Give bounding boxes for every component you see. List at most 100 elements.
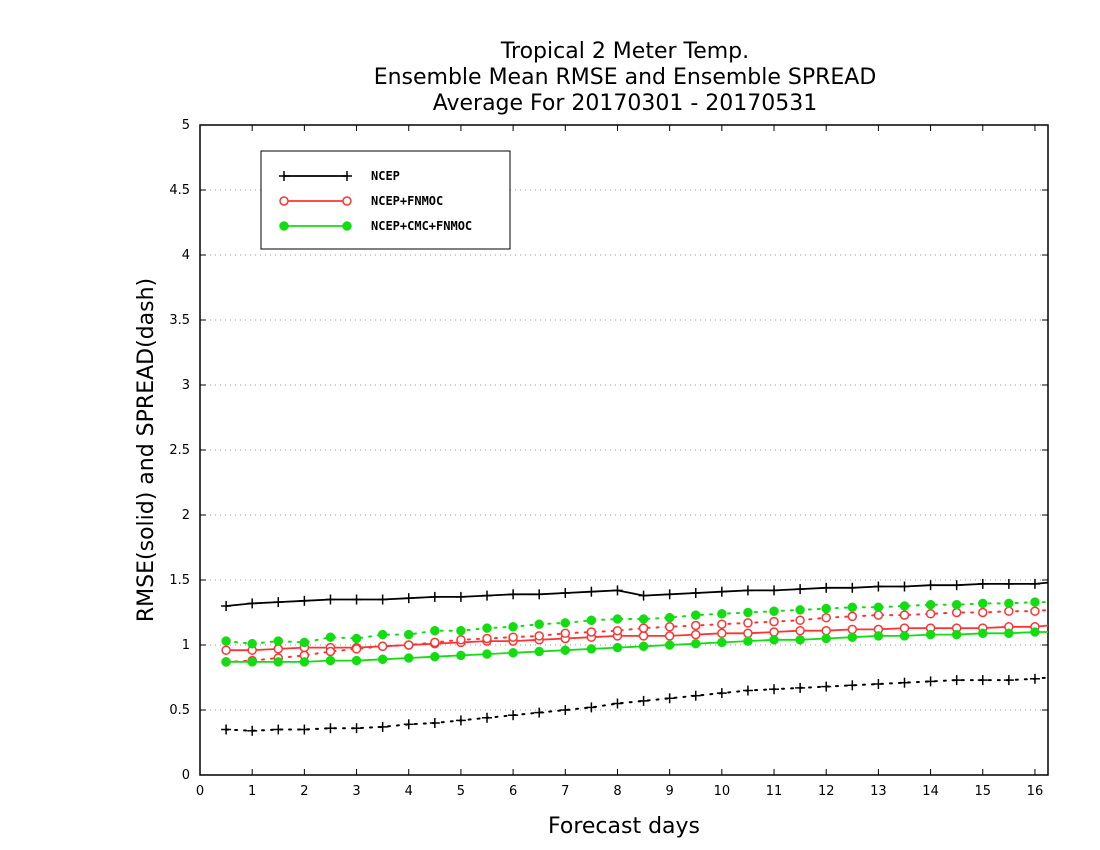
x-tick-label: 6: [509, 784, 517, 799]
spread-point-ncep-cmc-fnmoc: [377, 629, 388, 640]
spread-point-ncep-cmc-fnmoc: [1004, 598, 1014, 609]
spread-point-ncep-fnmoc: [821, 612, 831, 623]
rmse-point-ncep: [221, 601, 232, 611]
rmse-point-ncep: [638, 590, 649, 601]
spread-point-ncep: [769, 684, 780, 695]
y-tick-label: 2: [182, 508, 190, 523]
rmse-point-ncep-cmc-fnmoc: [691, 638, 701, 649]
legend-marker: [342, 221, 352, 231]
chart-title-line-3: Average For 20170301 - 20170531: [433, 91, 818, 116]
rmse-point-ncep: [612, 585, 623, 596]
spread-point-ncep: [742, 685, 753, 696]
rmse-point-ncep-fnmoc: [821, 625, 831, 636]
x-tick-label: 12: [818, 784, 835, 799]
spread-point-ncep-fnmoc: [534, 631, 544, 641]
spread-point-ncep-fnmoc: [925, 609, 936, 619]
spread-point-ncep-cmc-fnmoc: [1030, 597, 1040, 607]
rmse-point-ncep-fnmoc: [847, 624, 858, 635]
rmse-point-ncep-fnmoc: [273, 644, 284, 654]
spread-point-ncep-cmc-fnmoc: [247, 638, 257, 649]
spread-point-ncep-fnmoc: [978, 607, 988, 618]
spread-point-ncep-cmc-fnmoc: [273, 636, 284, 646]
spread-point-ncep-cmc-fnmoc: [769, 606, 779, 616]
spread-point-ncep-cmc-fnmoc: [351, 633, 362, 644]
y-tick-label: 2.5: [169, 443, 190, 458]
spread-point-ncep: [403, 719, 414, 730]
rmse-point-ncep-cmc-fnmoc: [430, 651, 440, 662]
rmse-point-ncep-cmc-fnmoc: [873, 631, 884, 641]
rmse-point-ncep-cmc-fnmoc: [821, 633, 831, 644]
spread-line-ncep-cmc-fnmoc: [225, 601, 1049, 645]
spread-point-ncep-cmc-fnmoc: [508, 622, 518, 632]
series-ncep: [221, 578, 1049, 736]
rmse-point-ncep-fnmoc: [717, 628, 727, 639]
rmse-point-ncep: [899, 581, 910, 592]
spread-point-ncep-fnmoc: [1004, 606, 1014, 616]
rmse-point-ncep-cmc-fnmoc: [534, 646, 544, 657]
spread-point-ncep-fnmoc: [638, 623, 649, 633]
rmse-point-ncep: [273, 597, 284, 608]
rmse-point-ncep: [508, 589, 519, 600]
rmse-point-ncep-fnmoc: [664, 631, 675, 641]
spread-point-ncep-fnmoc: [717, 619, 727, 629]
spread-point-ncep-cmc-fnmoc: [743, 607, 753, 618]
rmse-point-ncep-fnmoc: [638, 631, 649, 641]
spread-point-ncep: [299, 724, 310, 735]
spread-point-ncep: [951, 675, 962, 686]
rmse-point-ncep: [951, 580, 962, 591]
rmse-point-ncep-cmc-fnmoc: [482, 649, 492, 659]
series-layer: [221, 578, 1049, 736]
y-tick-label: 3: [182, 378, 190, 393]
spread-point-ncep-fnmoc: [951, 607, 962, 618]
spread-point-ncep-fnmoc: [325, 646, 336, 657]
spread-point-ncep: [586, 702, 597, 713]
spread-point-ncep-fnmoc: [377, 641, 388, 652]
rmse-point-ncep-cmc-fnmoc: [273, 657, 284, 667]
rmse-point-ncep: [847, 582, 858, 593]
spread-point-ncep-cmc-fnmoc: [873, 602, 884, 613]
rmse-point-ncep: [560, 588, 571, 598]
rmse-point-ncep: [821, 582, 832, 593]
rmse-point-ncep: [795, 584, 806, 595]
x-tick-label: 1: [248, 784, 256, 799]
spread-point-ncep: [508, 710, 519, 721]
y-tick-label: 4.5: [169, 183, 190, 198]
spread-point-ncep-fnmoc: [456, 635, 466, 645]
y-tick-label: 1.5: [169, 573, 190, 588]
spread-point-ncep-cmc-fnmoc: [299, 637, 310, 648]
spread-point-ncep: [534, 707, 545, 718]
spread-point-ncep-fnmoc: [743, 618, 753, 628]
x-tick-label: 0: [196, 784, 204, 799]
legend-item-ncep-fnmoc: NCEP+FNMOC: [279, 194, 443, 208]
x-tick-label: 11: [766, 784, 783, 799]
x-tick-label: 15: [974, 784, 991, 799]
rmse-point-ncep-cmc-fnmoc: [1030, 627, 1040, 637]
chart-title-line-2: Ensemble Mean RMSE and Ensemble SPREAD: [374, 65, 877, 90]
legend: NCEP NCEP+FNMOC NCEP+CMC+FNMOC: [260, 150, 511, 250]
spread-point-ncep: [847, 680, 858, 691]
rmse-point-ncep-cmc-fnmoc: [403, 653, 414, 663]
rmse-point-ncep: [455, 591, 466, 602]
spread-point-ncep-cmc-fnmoc: [430, 625, 440, 636]
x-axis-label: Forecast days: [548, 814, 700, 839]
spread-point-ncep: [247, 725, 258, 736]
spread-point-ncep-cmc-fnmoc: [325, 632, 336, 642]
spread-point-ncep: [351, 723, 362, 734]
spread-point-ncep-cmc-fnmoc: [534, 619, 544, 629]
spread-point-ncep: [1003, 675, 1014, 686]
spread-point-ncep-cmc-fnmoc: [717, 609, 727, 619]
rmse-point-ncep: [664, 589, 675, 600]
spread-point-ncep: [977, 675, 988, 686]
y-axis-label: RMSE(solid) and SPREAD(dash): [134, 278, 159, 622]
series-ncep-fnmoc: [221, 606, 1049, 667]
rmse-point-ncep: [690, 588, 701, 598]
spread-point-ncep-fnmoc: [691, 620, 701, 631]
spread-point-ncep: [795, 682, 806, 693]
spread-point-ncep-fnmoc: [873, 610, 884, 620]
legend-marker: [279, 196, 289, 206]
spread-point-ncep-fnmoc: [795, 615, 805, 626]
y-tick-label: 3.5: [169, 313, 190, 328]
rmse-point-ncep-cmc-fnmoc: [769, 635, 779, 645]
legend-item-ncep-cmc-fnmoc: NCEP+CMC+FNMOC: [279, 219, 472, 233]
spread-point-ncep: [221, 724, 232, 735]
